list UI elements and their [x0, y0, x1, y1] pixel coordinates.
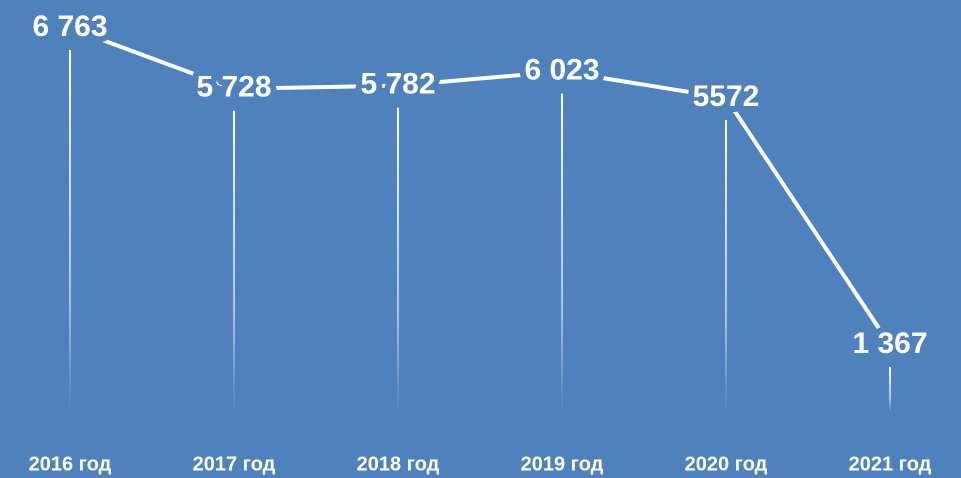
x-tick-label: 2017 год [193, 453, 276, 475]
data-label: 5 782 [360, 68, 435, 101]
data-label: 5572 [693, 80, 760, 113]
x-tick-label: 2021 год [849, 453, 932, 475]
data-label: 6 763 [32, 10, 107, 43]
x-tick-label: 2018 год [357, 453, 440, 475]
x-tick-label: 2020 год [685, 453, 768, 475]
data-line [69, 26, 892, 347]
data-label: 5 728 [196, 71, 271, 104]
data-label: 6 023 [524, 53, 599, 86]
x-tick-label: 2019 год [521, 453, 604, 475]
x-tick-label: 2016 год [29, 453, 112, 475]
data-label: 1 367 [852, 327, 927, 360]
